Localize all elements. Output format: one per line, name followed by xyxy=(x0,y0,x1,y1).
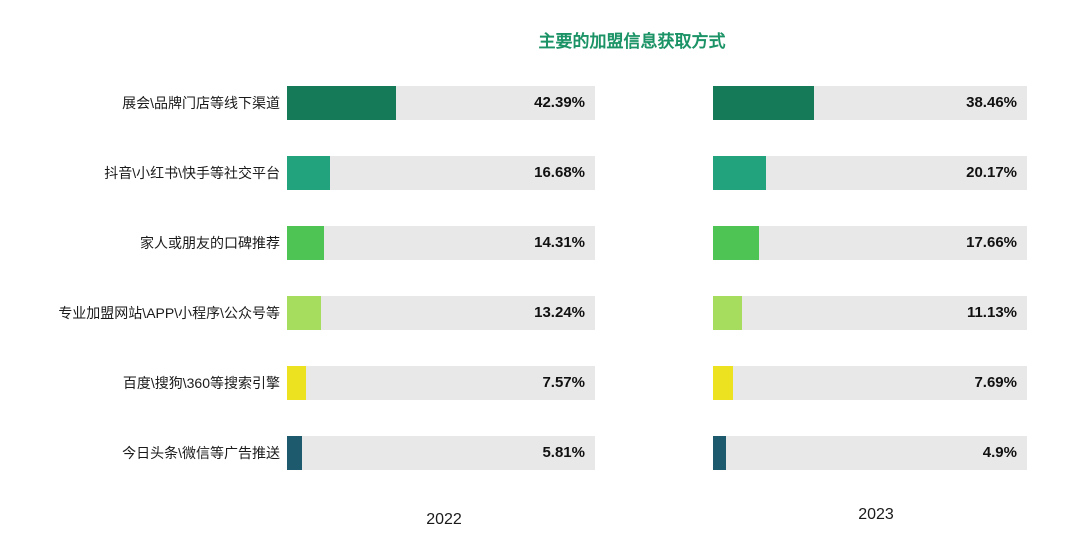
category-label: 展会\品牌门店等线下渠道 xyxy=(122,95,280,111)
value-label-2023: 11.13% xyxy=(966,304,1017,321)
value-label-2022: 5.81% xyxy=(542,444,585,461)
chart-row: 家人或朋友的口碑推荐 14.31% 17.66% xyxy=(0,226,1080,260)
bar-track-2023: 11.13% xyxy=(713,296,1027,330)
bar-fill-2022 xyxy=(287,226,324,260)
bar-track-2022: 7.57% xyxy=(287,366,595,400)
chart-row: 百度\搜狗\360等搜索引擎 7.57% 7.69% xyxy=(0,366,1080,400)
value-label-2023: 38.46% xyxy=(966,94,1017,111)
bar-track-2023: 20.17% xyxy=(713,156,1027,190)
group-axis-label-2023: 2023 xyxy=(858,506,894,523)
category-label: 家人或朋友的口碑推荐 xyxy=(140,235,280,251)
value-label-2022: 16.68% xyxy=(534,164,585,181)
bar-fill-2023 xyxy=(713,226,760,260)
chart-row: 展会\品牌门店等线下渠道 42.39% 38.46% xyxy=(0,86,1080,120)
value-label-2022: 14.31% xyxy=(534,234,585,251)
value-label-2022: 42.39% xyxy=(534,94,585,111)
bar-track-2023: 17.66% xyxy=(713,226,1027,260)
group-axis-label-2022: 2022 xyxy=(426,511,462,528)
category-label: 专业加盟网站\APP\小程序\公众号等 xyxy=(58,305,280,321)
bar-fill-2023 xyxy=(713,296,743,330)
chart-row: 今日头条\微信等广告推送 5.81% 4.9% xyxy=(0,436,1080,470)
value-label-2023: 17.66% xyxy=(966,234,1017,251)
bar-track-2022: 42.39% xyxy=(287,86,595,120)
bar-fill-2023 xyxy=(713,366,734,400)
bar-fill-2022 xyxy=(287,156,330,190)
value-label-2023: 7.69% xyxy=(974,374,1017,391)
bar-fill-2023 xyxy=(713,156,766,190)
value-label-2022: 13.24% xyxy=(534,304,585,321)
bar-fill-2022 xyxy=(287,436,302,470)
bar-track-2023: 38.46% xyxy=(713,86,1027,120)
bar-fill-2022 xyxy=(287,296,321,330)
bar-track-2022: 14.31% xyxy=(287,226,595,260)
bar-track-2022: 5.81% xyxy=(287,436,595,470)
category-label: 今日头条\微信等广告推送 xyxy=(122,445,280,461)
bar-track-2022: 13.24% xyxy=(287,296,595,330)
bar-fill-2023 xyxy=(713,436,726,470)
value-label-2022: 7.57% xyxy=(542,374,585,391)
bar-track-2022: 16.68% xyxy=(287,156,595,190)
bar-fill-2022 xyxy=(287,86,396,120)
category-label: 抖音\小红书\快手等社交平台 xyxy=(104,165,280,181)
category-label: 百度\搜狗\360等搜索引擎 xyxy=(122,375,280,391)
chart-title: 主要的加盟信息获取方式 xyxy=(538,32,726,51)
value-label-2023: 20.17% xyxy=(966,164,1017,181)
bar-track-2023: 4.9% xyxy=(713,436,1027,470)
bar-fill-2022 xyxy=(287,366,307,400)
chart-row: 抖音\小红书\快手等社交平台 16.68% 20.17% xyxy=(0,156,1080,190)
chart-row: 专业加盟网站\APP\小程序\公众号等 13.24% 11.13% xyxy=(0,296,1080,330)
bar-track-2023: 7.69% xyxy=(713,366,1027,400)
value-label-2023: 4.9% xyxy=(982,444,1017,461)
bar-fill-2023 xyxy=(713,86,814,120)
